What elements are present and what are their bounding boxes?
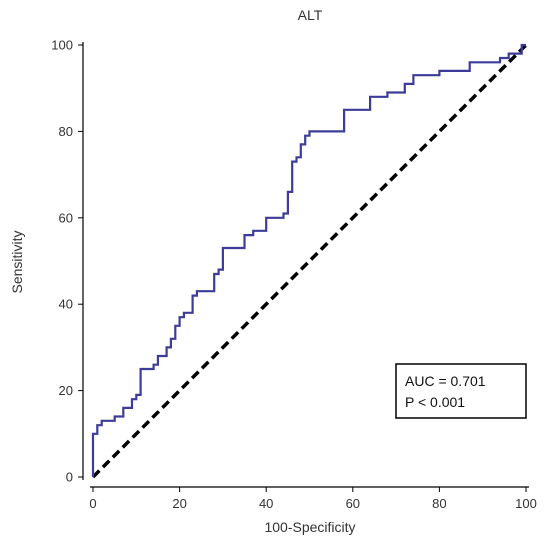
x-tick-label: 80	[432, 496, 446, 511]
annotation-auc: AUC = 0.701	[405, 373, 486, 389]
axes	[78, 42, 529, 492]
chart-title: ALT	[298, 7, 323, 23]
annotation-p-value: P < 0.001	[405, 394, 465, 410]
reference-diagonal-line	[91, 43, 528, 479]
x-tick-label: 100	[515, 496, 537, 511]
x-axis-title: 100-Specificity	[264, 519, 355, 535]
tick-labels: 0 20 40 60 80 100 0 20 40 60 80 100	[51, 38, 537, 512]
auc-annotation: AUC = 0.701 P < 0.001	[395, 363, 527, 419]
y-axis-title: Sensitivity	[9, 230, 25, 293]
y-tick-label: 40	[59, 297, 73, 312]
y-tick-label: 60	[59, 210, 73, 225]
x-tick-label: 0	[89, 496, 96, 511]
x-tick-label: 60	[346, 496, 360, 511]
y-tick-label: 80	[59, 124, 73, 139]
roc-curve	[91, 43, 526, 477]
y-tick-label: 0	[66, 470, 73, 485]
plot-series	[91, 43, 528, 479]
x-tick-label: 20	[172, 496, 186, 511]
x-tick-label: 40	[259, 496, 273, 511]
y-tick-label: 100	[51, 38, 73, 53]
annotation-box	[395, 363, 527, 419]
y-tick-label: 20	[59, 383, 73, 398]
